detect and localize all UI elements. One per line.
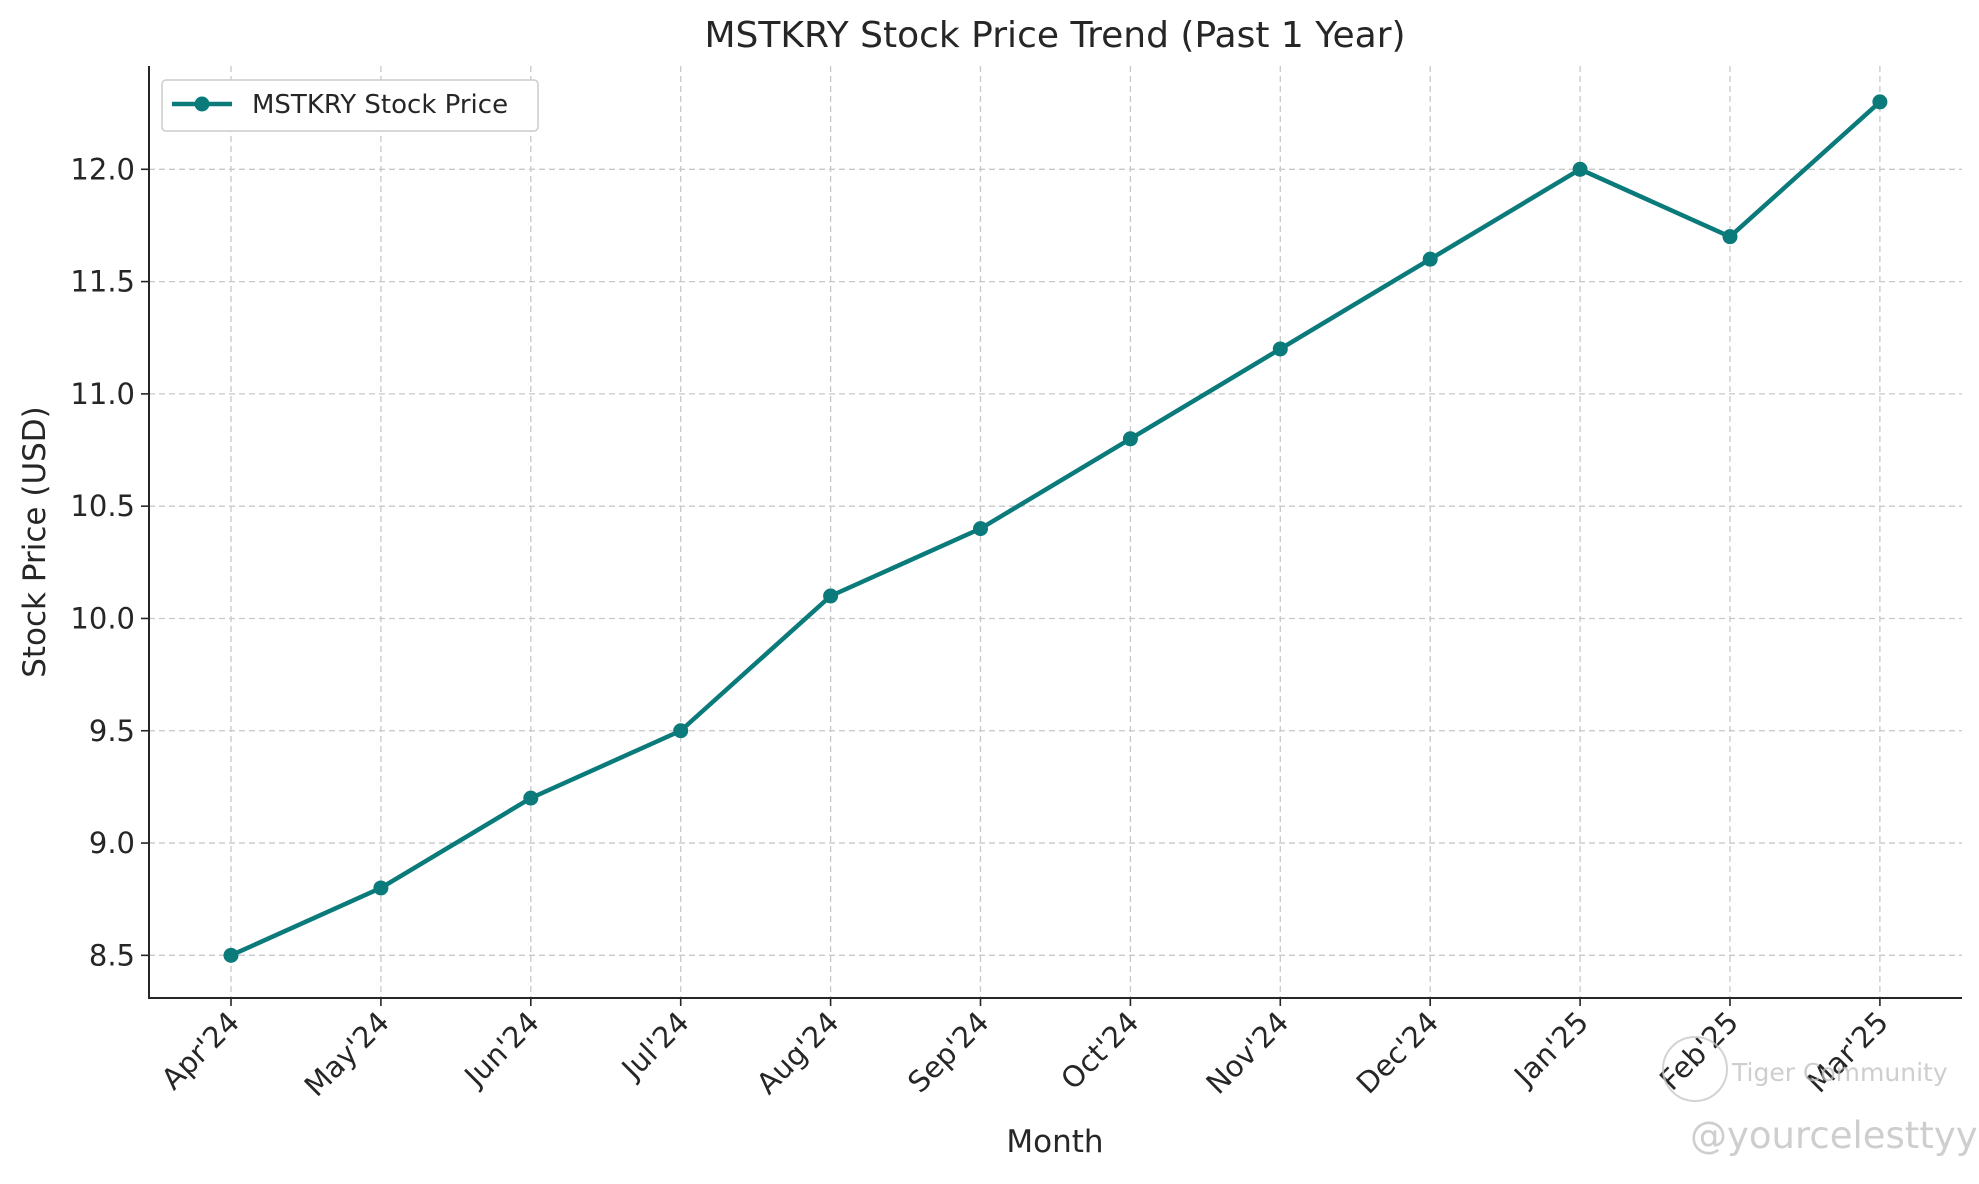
legend-box xyxy=(161,79,539,132)
x-tick-label: Nov'24 xyxy=(1199,1005,1295,1101)
x-tick-label: Sep'24 xyxy=(901,1005,995,1099)
y-tick-label: 10.5 xyxy=(70,489,135,523)
series-line xyxy=(228,99,1883,958)
x-tick-label: Jul'24 xyxy=(614,1005,696,1087)
x-tick-label: Jan'25 xyxy=(1506,1005,1595,1094)
chart-title: MSTKRY Stock Price Trend (Past 1 Year) xyxy=(704,15,1405,56)
legend: MSTKRY Stock Price xyxy=(161,79,539,132)
x-axis-label: Month xyxy=(1006,1124,1103,1160)
legend-marker-swatch xyxy=(194,96,210,112)
data-point xyxy=(1122,431,1138,447)
x-tick-label: Apr'24 xyxy=(155,1005,246,1096)
data-point xyxy=(823,588,839,604)
x-tick-label: May'24 xyxy=(298,1005,396,1103)
watermark-brand: Tiger Community xyxy=(1732,1058,1948,1087)
y-tick-label: 11.0 xyxy=(70,377,135,411)
data-point xyxy=(523,790,539,806)
x-tick-label: Oct'24 xyxy=(1054,1005,1145,1096)
data-point xyxy=(373,880,389,896)
y-tick-label: 9.0 xyxy=(89,826,135,860)
x-ticks: Apr'24 May'24 Jun'24 Jul'24 Aug'24 Sep'24 Oct'… xyxy=(155,998,1895,1103)
data-point xyxy=(1572,161,1588,177)
data-point xyxy=(223,947,239,963)
y-tick-label: 9.5 xyxy=(89,714,135,748)
x-tick-label: Jun'24 xyxy=(457,1005,546,1094)
y-tick-label: 10.0 xyxy=(70,601,135,635)
series xyxy=(223,94,1888,963)
watermark-handle: @yourcelesttyy xyxy=(1690,1114,1978,1157)
y-tick-label: 11.5 xyxy=(70,265,135,299)
data-point xyxy=(1872,94,1888,110)
legend-series-label: MSTKRY Stock Price xyxy=(252,90,508,120)
tiger-logo-icon xyxy=(1662,1036,1728,1102)
y-tick-label: 12.0 xyxy=(70,152,135,186)
y-ticks: 8.5 9.0 9.5 10.0 10.5 11.0 11.5 12.0 xyxy=(70,152,149,972)
y-axis-label: Stock Price (USD) xyxy=(17,406,53,678)
data-point xyxy=(1422,251,1438,267)
data-point xyxy=(1272,341,1288,357)
axes xyxy=(148,66,1962,999)
data-point xyxy=(1722,229,1738,245)
grid xyxy=(149,66,1962,998)
data-point xyxy=(673,723,689,739)
x-tick-label: Aug'24 xyxy=(750,1005,846,1101)
y-tick-label: 8.5 xyxy=(89,938,135,972)
data-point xyxy=(973,521,988,537)
x-tick-label: Dec'24 xyxy=(1350,1005,1445,1100)
